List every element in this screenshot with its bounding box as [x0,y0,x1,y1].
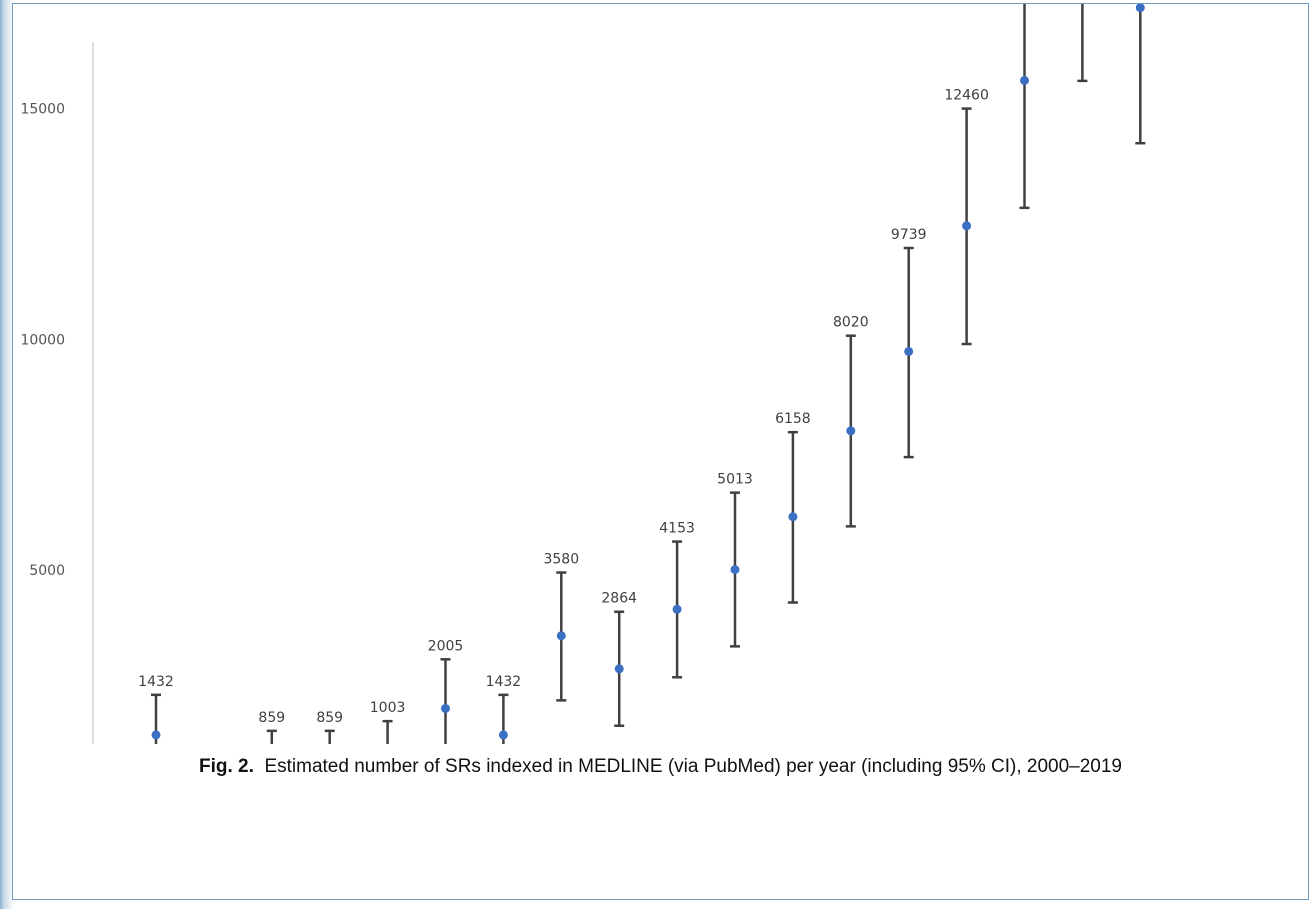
data-point [904,346,914,356]
data-label: 1003 [370,700,406,716]
chart: 0500010000150002000025000300002000143220… [20,4,1146,744]
data-label: 12460 [944,88,989,104]
data-label: 9739 [891,227,927,243]
figure-caption: Fig. 2. Estimated number of SRs indexed … [13,756,1308,778]
data-label: 2005 [428,638,464,654]
data-point [672,604,682,614]
data-label: 5013 [717,472,753,488]
y-tick-label: 5000 [29,563,65,579]
data-label: 4153 [659,521,695,537]
data-label: 859 [316,710,343,726]
data-point [556,631,566,641]
data-point [846,426,856,436]
data-label: 2864 [601,591,637,607]
data-point [1135,4,1145,13]
data-point [1020,75,1029,85]
data-point [441,703,450,713]
caption-label: Fig. 2. [198,756,254,777]
data-point [962,221,972,231]
data-point [730,565,740,575]
data-point [788,512,798,522]
data-point [151,730,161,740]
data-label: 1432 [486,674,522,690]
y-tick-label: 10000 [20,332,65,348]
data-label: 859 [258,710,285,726]
data-point [498,730,508,740]
caption-text: Estimated number of SRs indexed in MEDLI… [264,756,1122,777]
data-point [614,664,624,674]
data-label: 3580 [543,552,579,568]
y-tick-label: 15000 [20,102,65,118]
data-label: 6158 [775,411,811,427]
data-label: 1432 [138,674,174,690]
data-label: 8020 [833,315,869,331]
figure-frame: 0500010000150002000025000300002000143220… [12,3,1309,900]
